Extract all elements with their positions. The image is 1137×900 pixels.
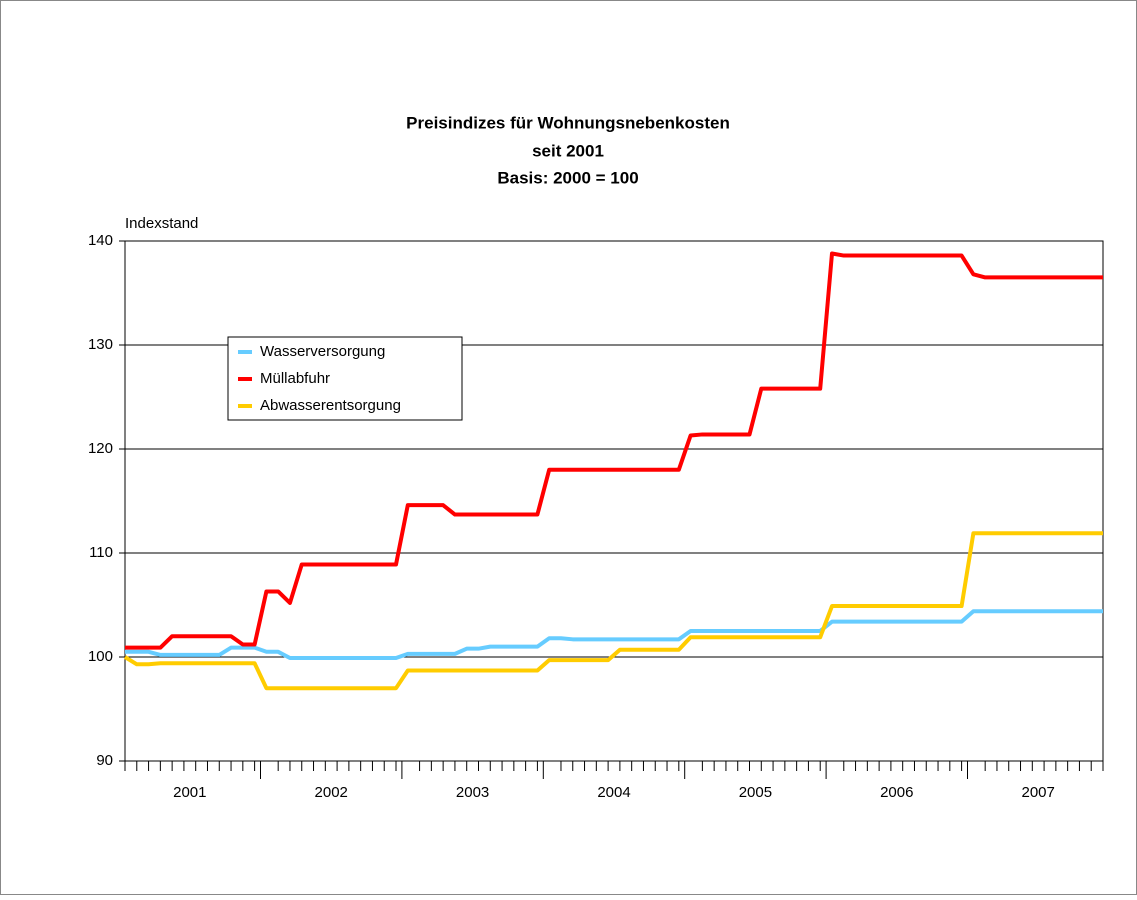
chart-subtitle: Basis: 2000 = 100: [497, 168, 638, 187]
y-tick-label: 120: [88, 440, 113, 457]
y-tick-label: 100: [88, 648, 113, 665]
y-tick-label: 90: [96, 752, 113, 769]
y-tick-label: 110: [89, 544, 113, 561]
legend-label: Abwasserentsorgung: [260, 397, 401, 414]
plot-area: [124, 240, 1104, 762]
y-axis-label: Indexstand: [125, 215, 198, 232]
x-group-label: 2002: [315, 784, 348, 801]
chart-title: Preisindizes für Wohnungsnebenkosten: [406, 113, 730, 132]
legend-box: [227, 336, 463, 421]
legend-label: Müllabfuhr: [260, 370, 330, 387]
series-line: [125, 609, 1103, 661]
x-group-label: 2005: [739, 784, 772, 801]
legend-label: Wasserversorgung: [260, 343, 385, 360]
y-tick-label: 140: [88, 232, 113, 249]
x-group-label: 2003: [456, 784, 489, 801]
series-line: [125, 251, 1103, 650]
y-tick-label: 130: [88, 336, 113, 353]
x-group-label: 2001: [173, 784, 206, 801]
series-line: [123, 531, 1103, 691]
x-group-label: 2006: [880, 784, 913, 801]
x-group-label: 2004: [597, 784, 630, 801]
chart-subtitle: seit 2001: [532, 141, 604, 160]
x-group-label: 2007: [1022, 784, 1055, 801]
